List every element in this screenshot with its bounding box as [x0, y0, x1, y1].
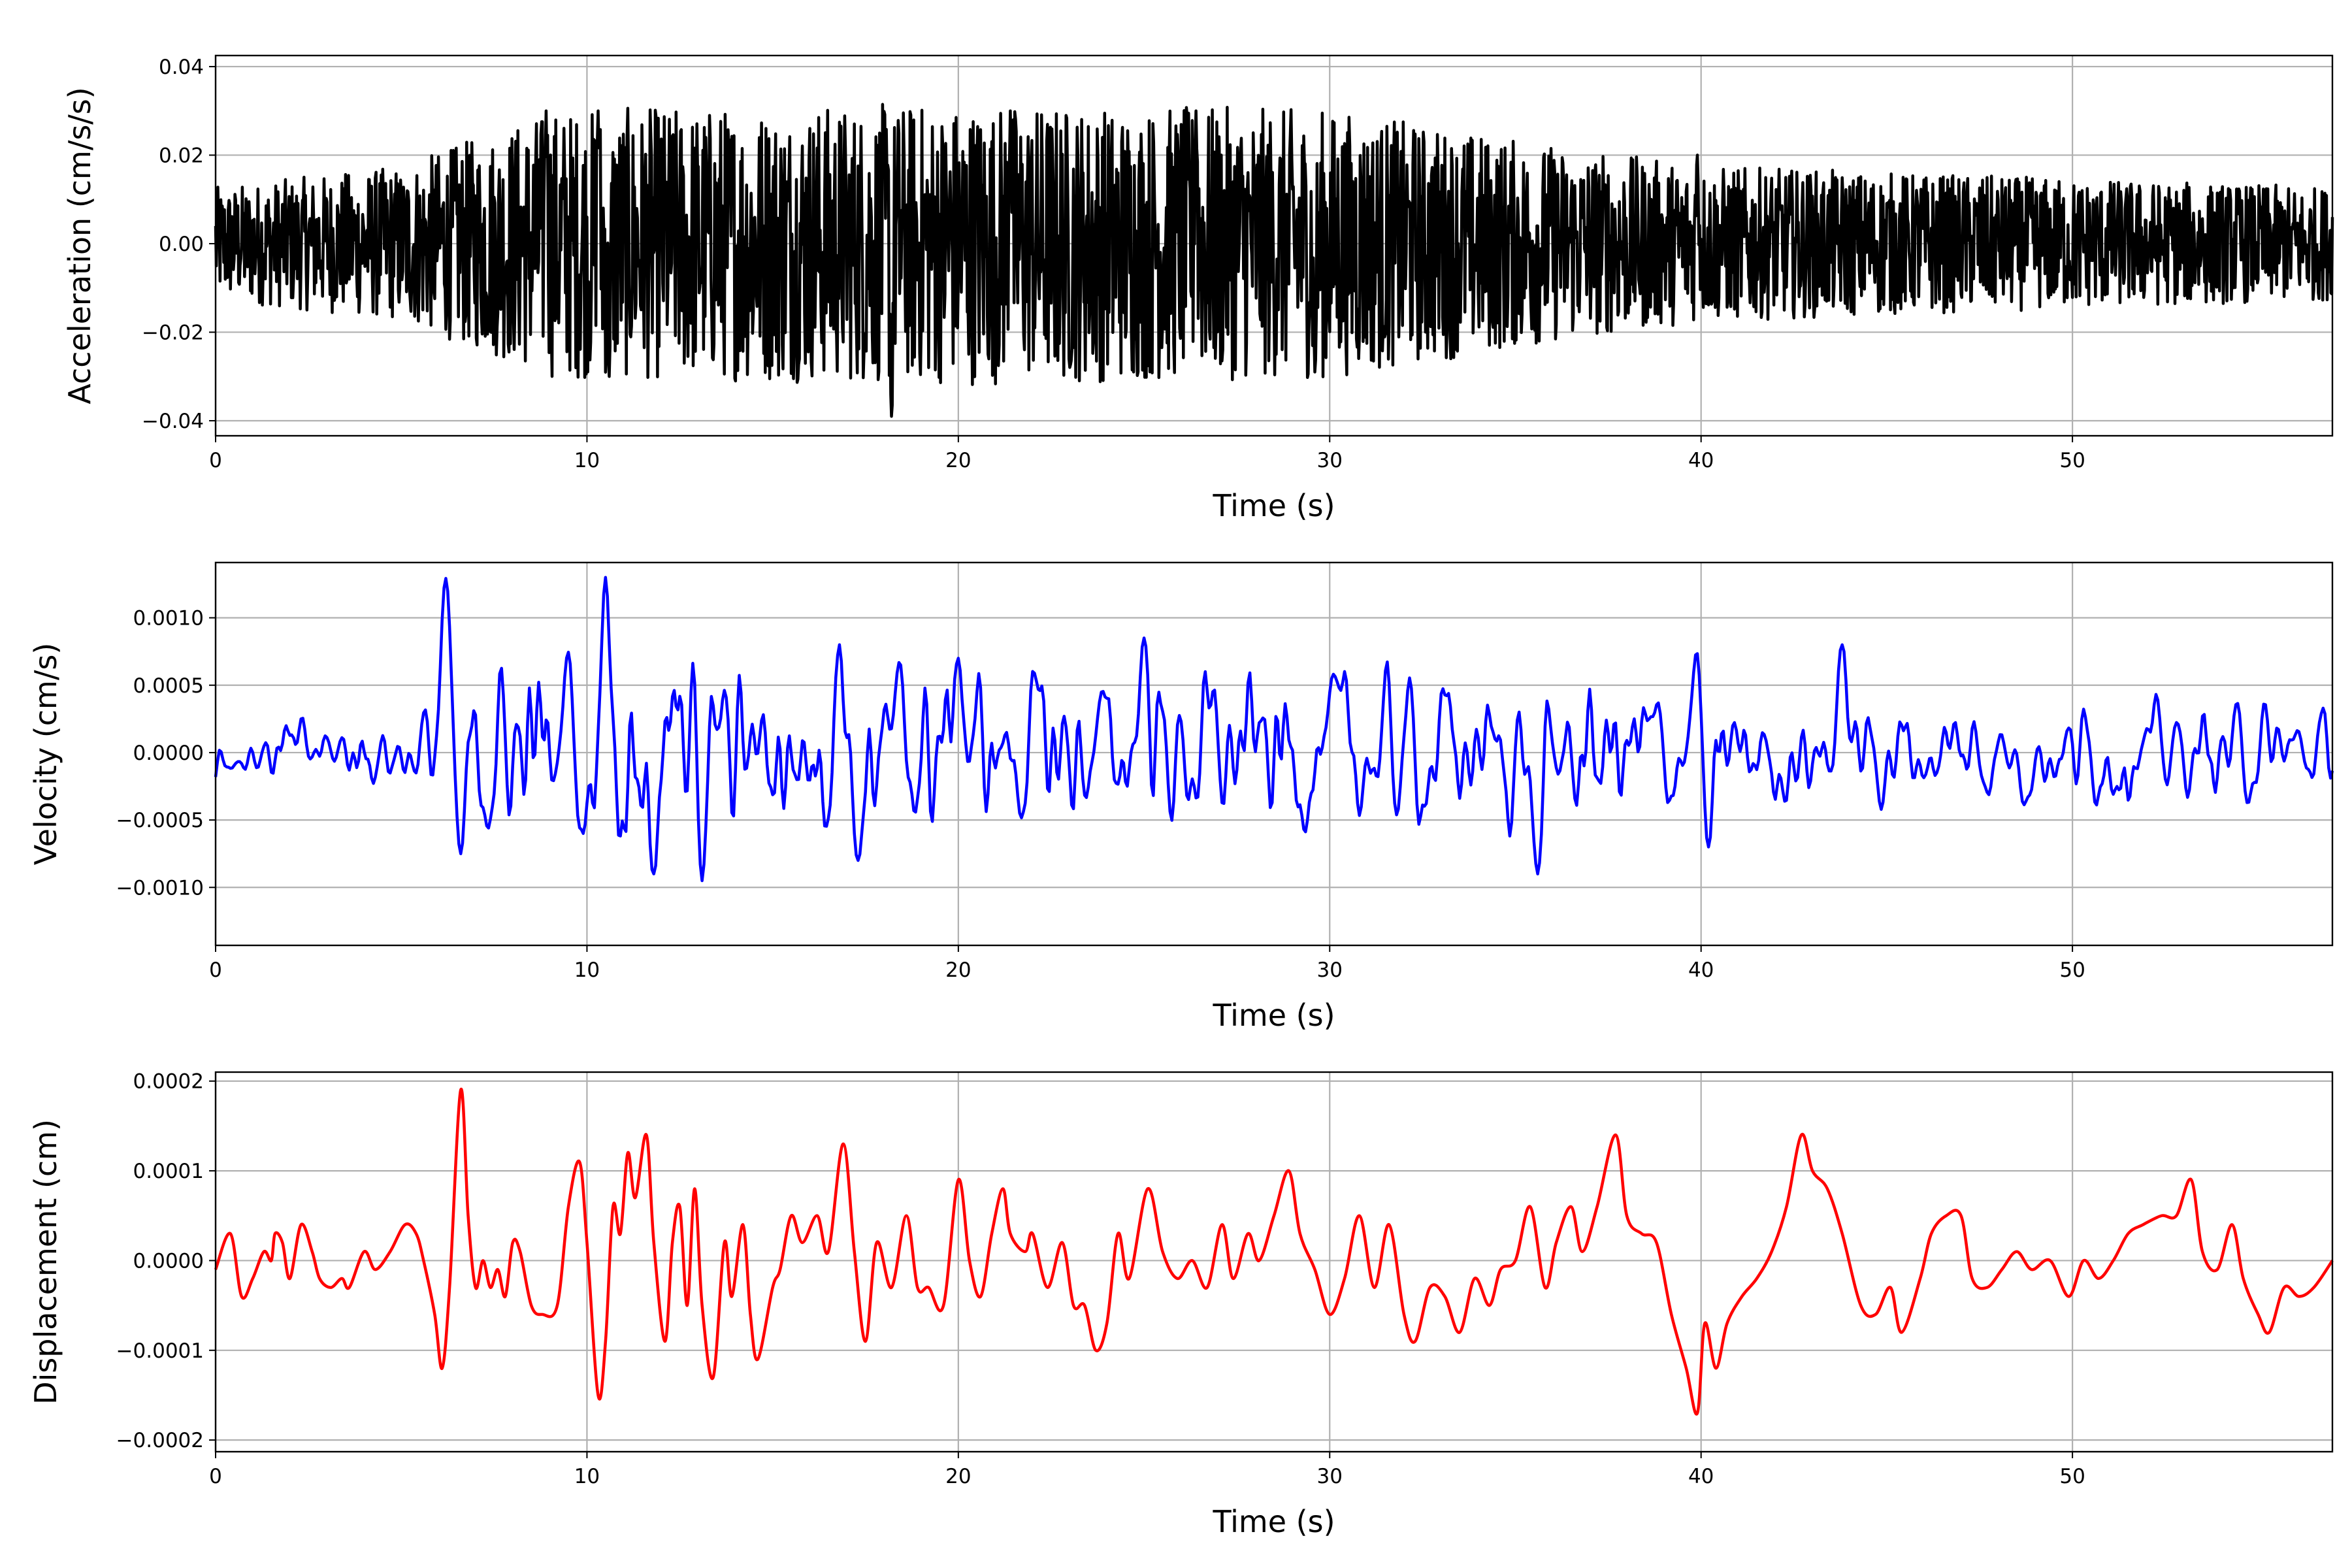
x-tick-label: 10 — [574, 1465, 600, 1488]
y-tick-label: 0.04 — [159, 56, 204, 79]
x-tick-label: 30 — [1317, 1465, 1343, 1488]
subplot-disp: 0 10 20 30 40 50 −0.0002 −0.0001 0.0000 0.0001 0.0… — [28, 1070, 2334, 1539]
x-tick-label: 0 — [209, 449, 222, 472]
y-axis-label: Displacement (cm) — [28, 1119, 63, 1405]
x-tick-label: 0 — [209, 1465, 222, 1488]
y-axis-label: Velocity (cm/s) — [28, 643, 63, 866]
y-tick-label: −0.0002 — [116, 1429, 204, 1452]
subplot-vel: 0 10 20 30 40 50 −0.0010 −0.0005 0.0000 0.0005 0.0… — [28, 561, 2334, 1033]
x-tick-label: 10 — [574, 958, 600, 982]
axes-frame — [214, 54, 2334, 437]
y-tick-label: 0.00 — [159, 233, 204, 256]
y-tick-label: 0.0000 — [133, 742, 204, 765]
vel-series-line — [214, 576, 2334, 883]
y-tick-label: 0.02 — [159, 144, 204, 167]
y-tick-label: 0.0005 — [133, 674, 204, 698]
x-tick-label: 40 — [1688, 1465, 1714, 1488]
x-tick-label: 0 — [209, 958, 222, 982]
x-tick-label: 30 — [1317, 958, 1343, 982]
axes-frame — [214, 1071, 2334, 1453]
y-axis-label: Acceleration (cm/s/s) — [62, 87, 97, 404]
y-tick-label: 0.0001 — [133, 1160, 204, 1183]
y-tick-label: 0.0000 — [133, 1249, 204, 1273]
x-tick-label: 10 — [574, 449, 600, 472]
y-tick-label: −0.0001 — [116, 1339, 204, 1363]
x-tick-label: 50 — [2059, 1465, 2085, 1488]
y-tick-label: 0.0002 — [133, 1070, 204, 1094]
x-tick-label: 30 — [1317, 449, 1343, 472]
y-tick-label: −0.0005 — [116, 809, 204, 832]
x-tick-label: 50 — [2059, 958, 2085, 982]
x-axis-label: Time (s) — [1212, 1504, 1335, 1539]
y-tick-label: −0.02 — [142, 321, 204, 344]
y-tick-label: −0.04 — [142, 410, 204, 433]
x-tick-label: 20 — [945, 449, 971, 472]
disp-series-line — [214, 1087, 2334, 1416]
x-axis-label: Time (s) — [1212, 488, 1335, 523]
subplot-acc: 0 10 20 30 40 50 −0.04 −0.02 0.00 0.02 0.04 Time (s… — [62, 54, 2334, 523]
y-tick-label: 0.0010 — [133, 607, 204, 630]
acc-series-line — [214, 103, 2334, 418]
x-tick-label: 40 — [1688, 449, 1714, 472]
x-tick-label: 20 — [945, 1465, 971, 1488]
x-axis-label: Time (s) — [1212, 998, 1335, 1033]
y-tick-label: −0.0010 — [116, 876, 204, 900]
x-tick-label: 50 — [2059, 449, 2085, 472]
axes-frame — [214, 561, 2334, 947]
x-tick-label: 20 — [945, 958, 971, 982]
x-tick-label: 40 — [1688, 958, 1714, 982]
